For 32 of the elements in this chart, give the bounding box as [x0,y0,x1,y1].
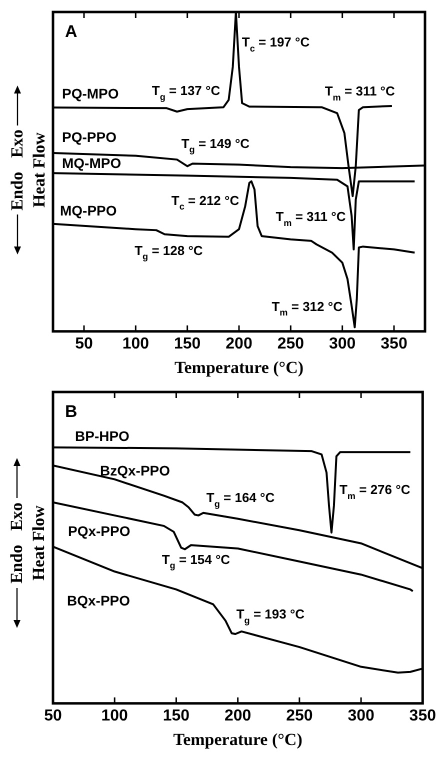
x-tick-label: 350 [409,707,436,724]
text: Endo [7,171,27,210]
x-axis-title: Temperature (°C) [173,730,302,750]
x-tick-label: 150 [174,335,201,352]
series-label: MQ-MPO [62,154,122,171]
x-tick-label: 250 [277,335,304,352]
text: Endo [7,544,27,584]
series-label: PQ-PPO [62,128,117,145]
x-tick-label: 200 [226,335,252,352]
y-axis-title: Heat Flow [28,504,49,583]
text: A [65,22,78,42]
series-label: PQ-MPO [62,85,119,102]
series-label: BzQx-PPO [100,462,170,478]
text: Exo [7,128,27,158]
x-tick-label: 150 [162,707,190,724]
x-tick-label: 50 [75,335,93,352]
y-axis-title: Heat Flow [28,130,49,210]
x-tick-label: 250 [286,707,313,724]
x-tick-label: 50 [44,707,62,724]
series-label: MQ-PPO [60,202,117,219]
x-tick-label: 100 [101,707,128,724]
series-label: PQx-PPO [68,523,130,540]
x-tick-label: 300 [348,707,374,724]
series-label: BQx-PPO [67,592,130,609]
text: Exo [7,502,27,531]
chart-title: B [65,402,78,422]
x-tick-label: 200 [224,707,252,724]
x-tick-label: 350 [380,335,408,352]
x-axis-title: Temperature (°C) [174,358,304,378]
series-label: BP-HPO [75,428,130,444]
x-tick-label: 100 [122,335,150,352]
x-tick-label: 300 [328,335,356,352]
